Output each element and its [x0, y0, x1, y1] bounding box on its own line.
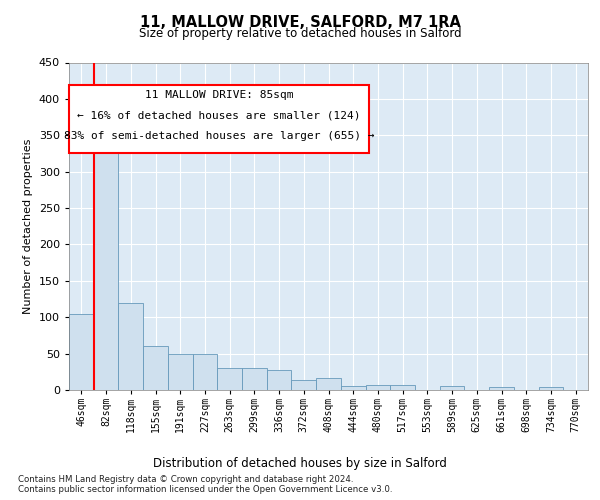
Bar	[316, 378, 341, 390]
Text: 83% of semi-detached houses are larger (655) →: 83% of semi-detached houses are larger (…	[64, 131, 374, 141]
Text: Size of property relative to detached houses in Salford: Size of property relative to detached ho…	[139, 28, 461, 40]
Bar	[168, 354, 193, 390]
Bar	[193, 354, 217, 390]
Bar	[489, 387, 514, 390]
Text: Distribution of detached houses by size in Salford: Distribution of detached houses by size …	[153, 458, 447, 470]
Bar	[365, 385, 390, 390]
Bar	[267, 370, 292, 390]
Bar	[390, 385, 415, 390]
Text: 11, MALLOW DRIVE, SALFORD, M7 1RA: 11, MALLOW DRIVE, SALFORD, M7 1RA	[140, 15, 460, 30]
Text: 11 MALLOW DRIVE: 85sqm: 11 MALLOW DRIVE: 85sqm	[145, 90, 293, 100]
Bar	[217, 368, 242, 390]
Bar	[143, 346, 168, 390]
Bar	[440, 386, 464, 390]
Y-axis label: Number of detached properties: Number of detached properties	[23, 138, 33, 314]
Text: Contains HM Land Registry data © Crown copyright and database right 2024.: Contains HM Land Registry data © Crown c…	[18, 475, 353, 484]
Bar	[292, 380, 316, 390]
Text: Contains public sector information licensed under the Open Government Licence v3: Contains public sector information licen…	[18, 485, 392, 494]
Bar	[539, 387, 563, 390]
Text: ← 16% of detached houses are smaller (124): ← 16% of detached houses are smaller (12…	[77, 110, 361, 120]
Bar	[118, 302, 143, 390]
Bar	[242, 368, 267, 390]
Bar	[69, 314, 94, 390]
Bar	[94, 130, 118, 390]
Bar	[341, 386, 365, 390]
